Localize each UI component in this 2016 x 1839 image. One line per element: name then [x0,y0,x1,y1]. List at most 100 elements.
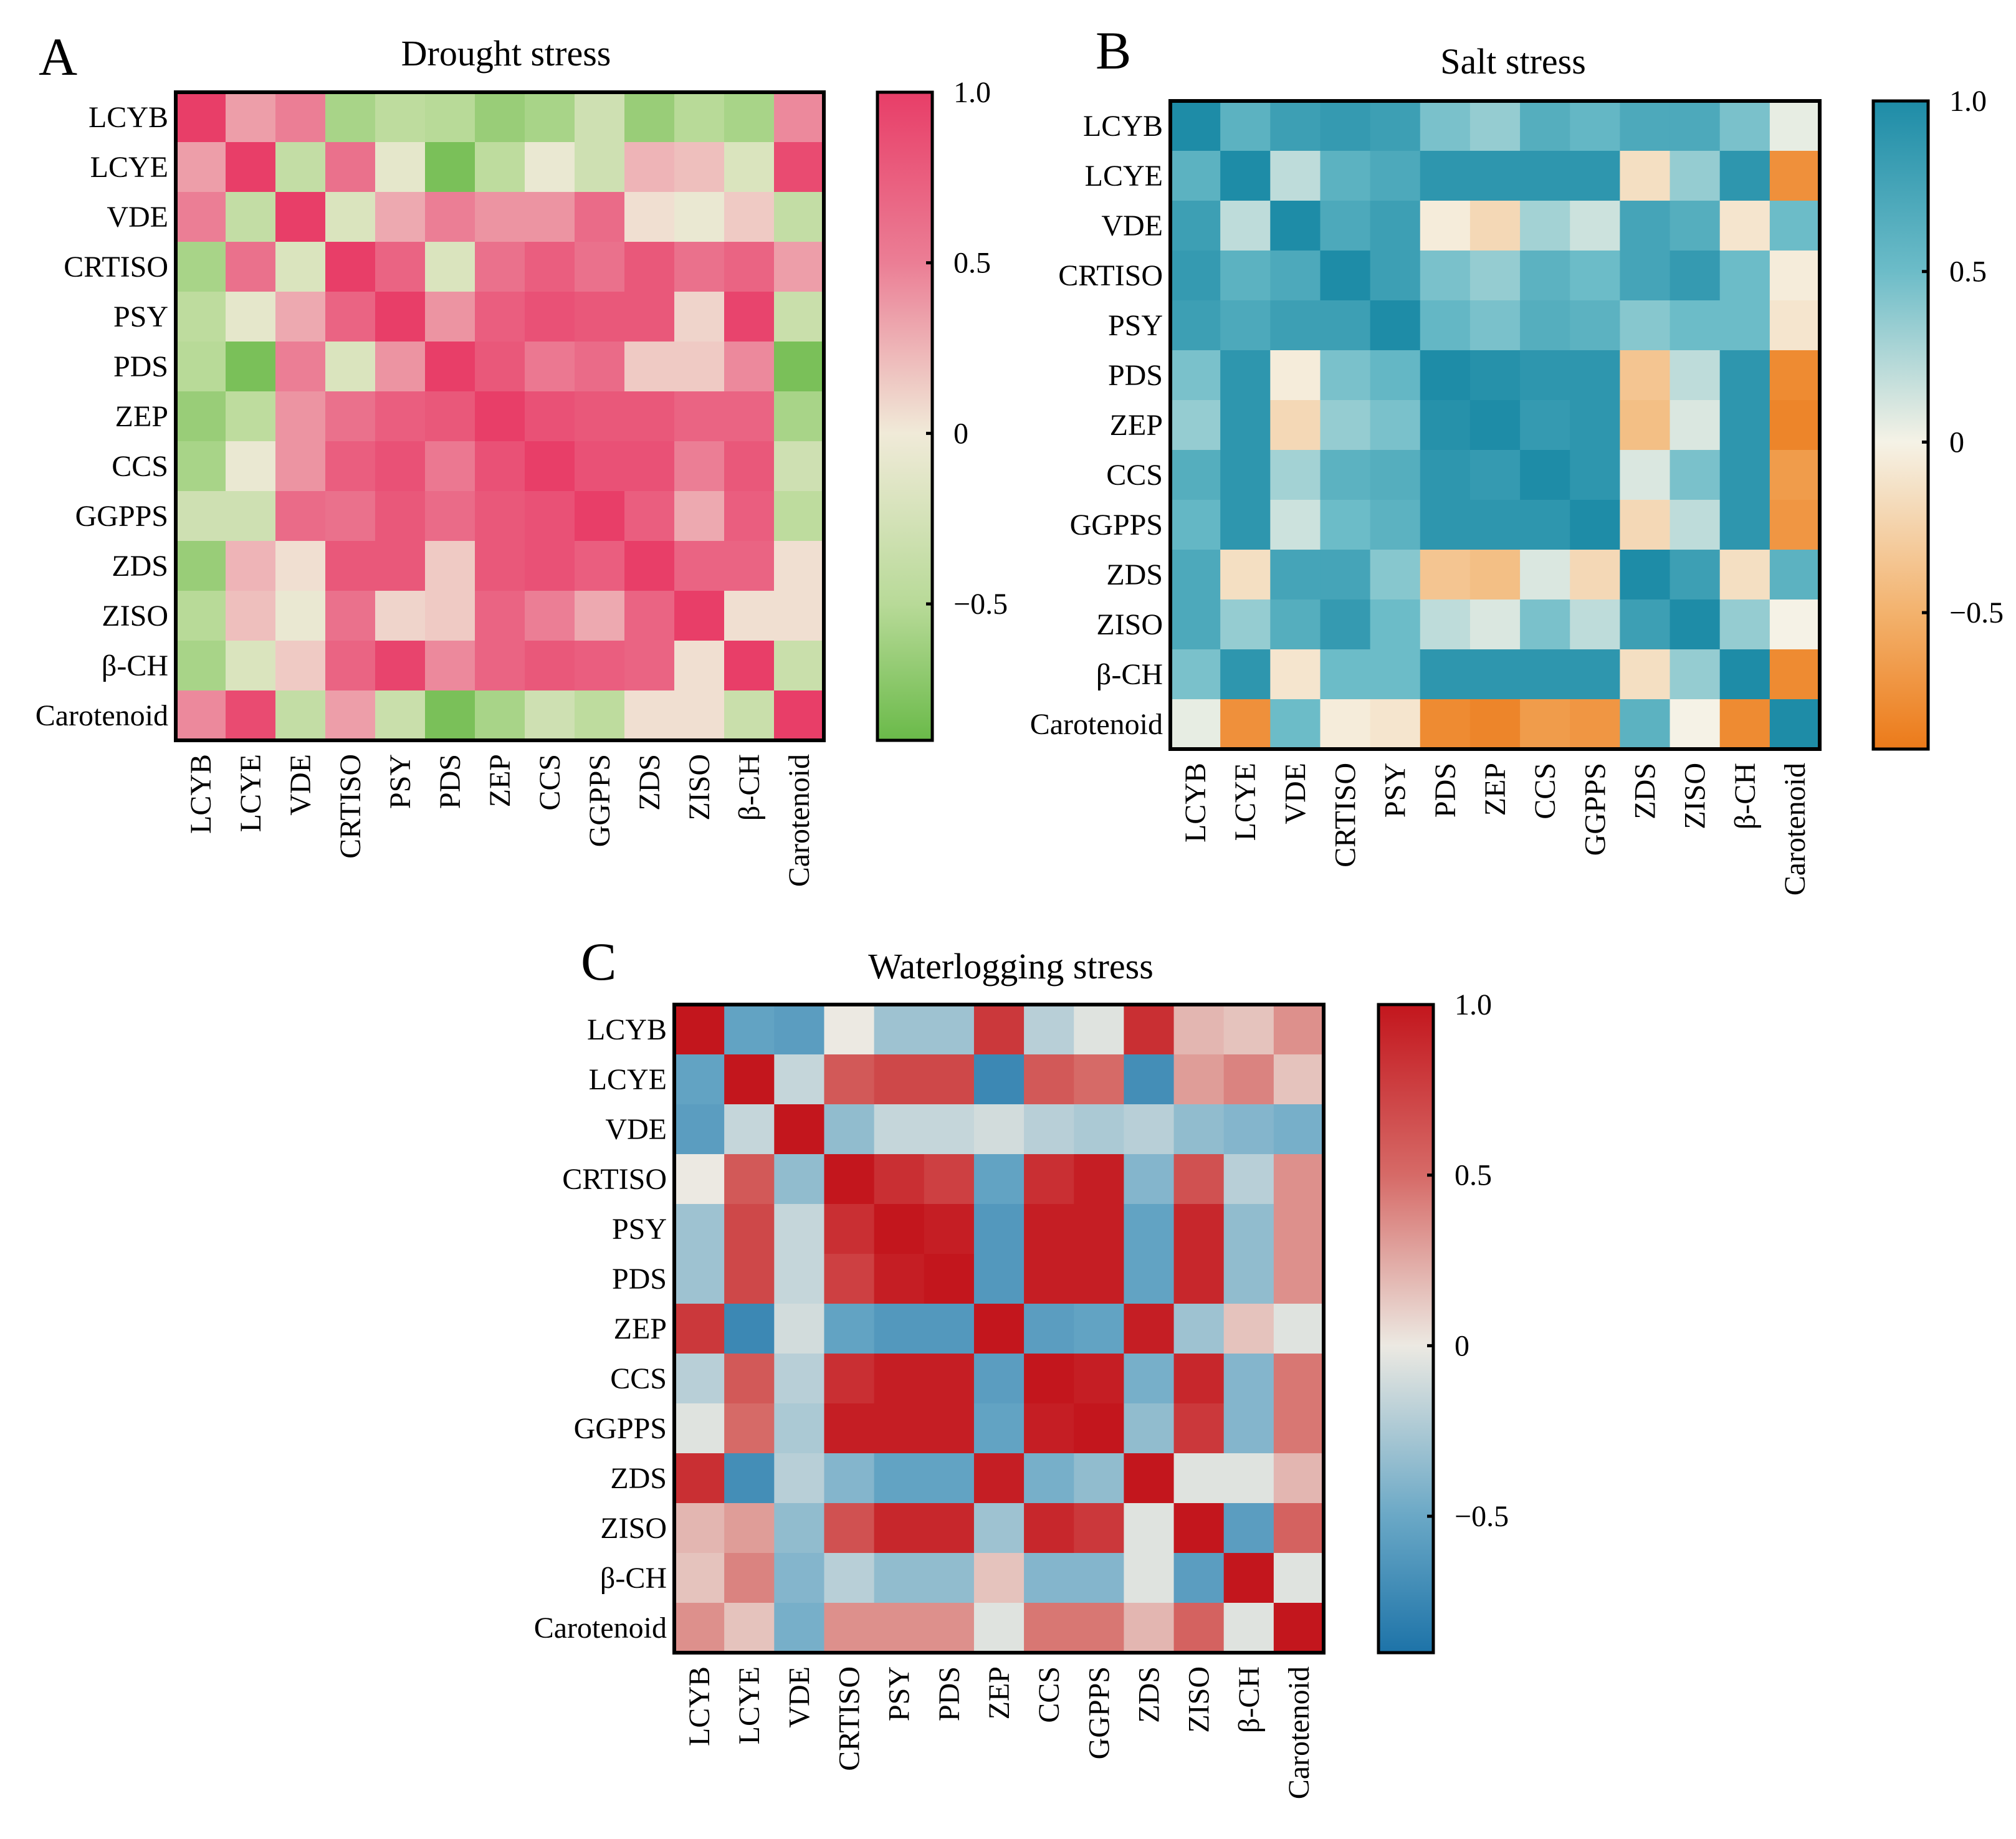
cell-salt-r3-c9 [1620,251,1671,301]
cell-drought-r4-c5 [425,292,475,342]
cell-waterlogging-r3-c1 [724,1154,775,1205]
panel-salt: B Salt stress LCYB LCYE VDE CRTISO PSY PDS ZEP… [1030,21,2004,896]
cell-waterlogging-r1-c9 [1124,1054,1175,1105]
cell-salt-r6-c2 [1270,400,1321,451]
cell-salt-r1-c6 [1469,151,1521,201]
colorbar-tick-label: −0.5 [1949,596,2004,629]
colorbar-waterlogging [1377,1003,1435,1655]
cell-waterlogging-r2-c5 [924,1104,975,1155]
cell-salt-r10-c11 [1719,599,1770,650]
cell-waterlogging-r3-c12 [1273,1154,1324,1205]
colorbar-tick-label: 0.5 [953,247,991,280]
cell-drought-r12-c11 [724,690,775,741]
cell-drought-r3-c12 [774,242,824,292]
cell-salt-r3-c7 [1520,251,1570,301]
colorbar-tick-label: 0 [1455,1329,1469,1362]
cell-waterlogging-r6-c1 [724,1304,775,1354]
cell-salt-r3-c6 [1469,251,1521,301]
row-labels-waterlogging: LCYB LCYE VDE CRTISO PSY PDS ZEP CCS GGPPS ZDS ZIS… [534,1013,667,1645]
cell-drought-r9-c3 [325,541,376,591]
cell-waterlogging-r10-c9 [1124,1503,1175,1554]
column-label: PDS [434,754,467,809]
cell-salt-r2-c4 [1370,201,1421,251]
cell-salt-r5-c2 [1270,350,1321,401]
cell-salt-r2-c11 [1719,201,1770,251]
cell-salt-r0-c5 [1420,101,1471,151]
cell-waterlogging-r4-c0 [674,1204,725,1254]
cell-waterlogging-r8-c4 [874,1403,925,1454]
cell-waterlogging-r1-c3 [824,1054,875,1105]
cell-waterlogging-r12-c7 [1024,1603,1074,1653]
cell-salt-r12-c2 [1270,699,1321,750]
cell-salt-r0-c1 [1220,101,1271,151]
cell-waterlogging-r10-c6 [973,1503,1025,1554]
cell-salt-r8-c6 [1469,500,1521,550]
cell-drought-r5-c3 [325,342,376,392]
cell-salt-r7-c7 [1520,450,1570,500]
cell-drought-r2-c10 [674,192,725,242]
column-label: LCYE [733,1666,766,1744]
cell-drought-r4-c11 [724,292,775,342]
cell-salt-r5-c11 [1719,350,1770,401]
cell-salt-r1-c7 [1520,151,1570,201]
cell-salt-r10-c2 [1270,599,1321,650]
cell-waterlogging-r9-c9 [1124,1453,1175,1504]
cell-waterlogging-r7-c10 [1173,1354,1225,1404]
cell-waterlogging-r7-c12 [1273,1354,1324,1404]
cell-waterlogging-r2-c7 [1024,1104,1074,1155]
column-label: ZEP [1479,763,1512,816]
cell-salt-r0-c3 [1320,101,1371,151]
cell-drought-r7-c7 [525,441,575,492]
cell-drought-r0-c7 [525,92,575,143]
cell-salt-r5-c12 [1769,350,1820,401]
cell-drought-r11-c2 [275,641,326,691]
cell-waterlogging-r11-c1 [724,1553,775,1603]
cell-drought-r0-c9 [624,92,675,143]
cell-salt-r6-c4 [1370,400,1421,451]
panel-letter-c: C [581,932,616,991]
column-labels-waterlogging: LCYB LCYE VDE CRTISO PSY PDS ZEP CCS GGPPS ZDS ZIS… [683,1666,1316,1799]
cell-salt-r8-c10 [1670,500,1721,550]
cell-drought-r8-c7 [525,491,575,542]
cell-salt-r2-c9 [1620,201,1671,251]
cell-drought-r1-c9 [624,142,675,193]
cell-salt-r4-c3 [1320,300,1371,351]
cell-waterlogging-r5-c6 [973,1254,1025,1304]
row-label: LCYB [88,101,168,134]
cell-waterlogging-r9-c0 [674,1453,725,1504]
row-label: ZDS [610,1462,667,1495]
cell-drought-r3-c2 [275,242,326,292]
cell-waterlogging-r3-c8 [1074,1154,1124,1205]
cell-salt-r3-c8 [1570,251,1620,301]
cell-drought-r10-c2 [275,591,326,641]
cell-waterlogging-r6-c10 [1173,1304,1225,1354]
cell-salt-r9-c8 [1570,550,1620,600]
row-label: LCYE [1085,160,1163,193]
cell-waterlogging-r12-c2 [774,1603,825,1653]
cell-drought-r9-c0 [176,541,226,591]
cell-drought-r5-c4 [375,342,426,392]
cell-drought-r7-c3 [325,441,376,492]
cell-waterlogging-r9-c4 [874,1453,925,1504]
cell-salt-r1-c10 [1670,151,1721,201]
cell-waterlogging-r5-c8 [1074,1254,1124,1304]
cell-salt-r7-c12 [1769,450,1820,500]
cell-drought-r6-c2 [275,391,326,442]
cell-drought-r9-c5 [425,541,475,591]
cell-drought-r10-c0 [176,591,226,641]
cell-waterlogging-r8-c6 [973,1403,1025,1454]
cell-waterlogging-r3-c0 [674,1154,725,1205]
cell-drought-r8-c10 [674,491,725,542]
cell-waterlogging-r6-c9 [1124,1304,1175,1354]
cell-drought-r7-c11 [724,441,775,492]
cell-salt-r4-c0 [1170,300,1221,351]
cell-drought-r12-c3 [325,690,376,741]
cell-drought-r0-c0 [176,92,226,143]
cell-salt-r1-c2 [1270,151,1321,201]
cell-drought-r8-c6 [475,491,525,542]
row-label: PSY [612,1213,667,1246]
cell-drought-r11-c6 [475,641,525,691]
cell-waterlogging-r12-c4 [874,1603,925,1653]
cell-salt-r2-c8 [1570,201,1620,251]
column-label: CCS [1033,1666,1066,1723]
